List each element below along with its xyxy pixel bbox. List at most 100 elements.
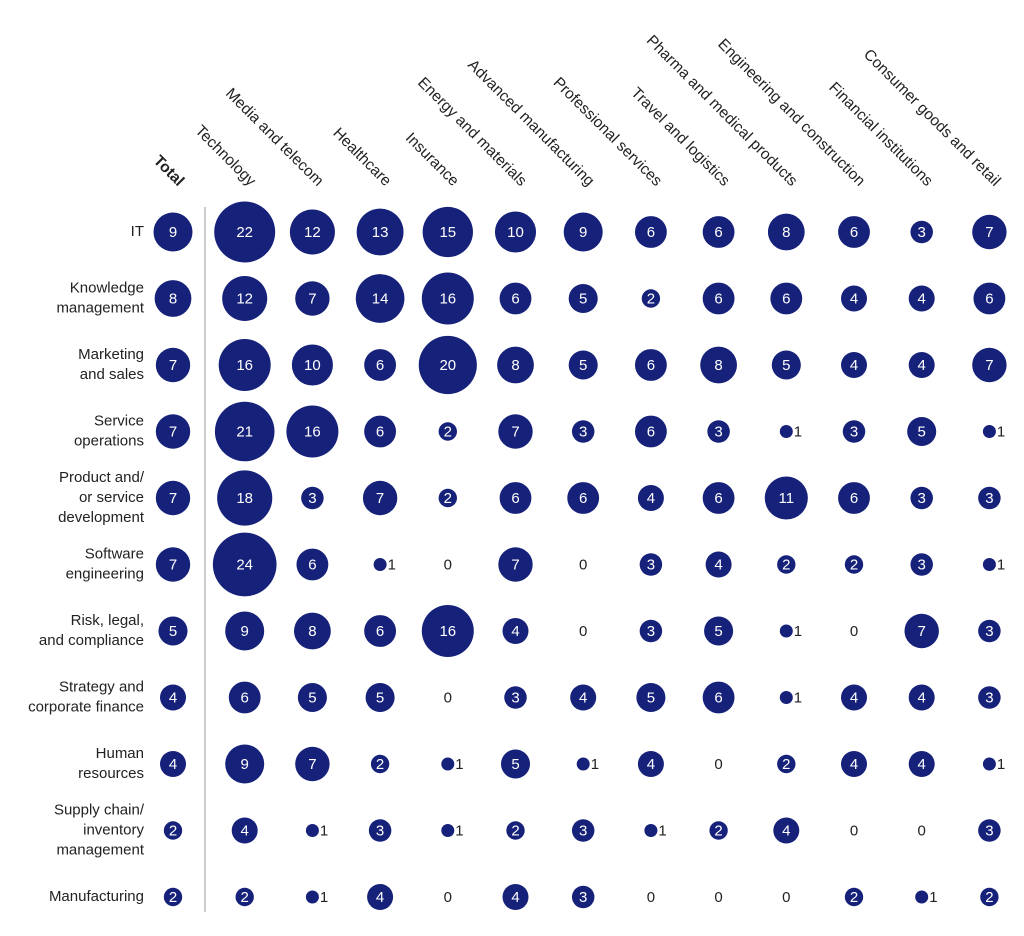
value-label: 4 — [850, 689, 858, 706]
value-label: 0 — [444, 889, 452, 906]
value-label: 1 — [455, 756, 463, 773]
bubble — [907, 416, 937, 447]
bubble — [841, 352, 867, 378]
value-label: 3 — [579, 822, 587, 839]
value-label: 16 — [439, 290, 456, 307]
value-label: 7 — [169, 423, 177, 440]
value-label: 7 — [376, 490, 384, 507]
column-label: Healthcare — [329, 125, 394, 190]
bubble — [154, 280, 192, 317]
value-label: 3 — [376, 822, 384, 839]
bubble — [438, 422, 457, 441]
bubble — [841, 684, 867, 711]
row-label: Human — [96, 745, 144, 762]
column-label: Engineering and construction — [714, 36, 868, 190]
bubble — [908, 684, 935, 711]
bubble — [305, 890, 319, 904]
value-label: 3 — [918, 490, 926, 507]
bubble — [908, 751, 935, 777]
value-label: 4 — [511, 889, 519, 906]
value-label: 6 — [376, 357, 384, 374]
value-label: 10 — [304, 357, 321, 374]
value-label: 4 — [918, 756, 926, 773]
bubble — [571, 819, 595, 842]
row-label: operations — [74, 432, 144, 449]
bubble — [222, 275, 268, 322]
row-label: Service — [94, 412, 144, 429]
value-label: 3 — [850, 423, 858, 440]
value-label: 6 — [714, 490, 722, 507]
value-label: 5 — [579, 290, 587, 307]
bubble — [362, 480, 398, 516]
bubble — [217, 470, 273, 526]
value-label: 4 — [647, 490, 655, 507]
bubble — [153, 212, 193, 252]
bubble — [641, 289, 661, 308]
value-label: 13 — [372, 224, 389, 241]
value-label: 22 — [236, 224, 253, 241]
bubble — [305, 824, 319, 837]
bubble — [773, 817, 800, 844]
value-label: 4 — [241, 822, 249, 839]
row-label: corporate finance — [28, 698, 144, 715]
bubble — [576, 757, 590, 771]
value-label: 3 — [647, 623, 655, 640]
bubble — [231, 817, 258, 844]
bubble — [702, 482, 735, 514]
bubble — [571, 420, 595, 443]
bubble — [982, 425, 996, 438]
bubble — [367, 884, 394, 910]
bubble — [295, 281, 330, 316]
bubble — [709, 821, 728, 840]
value-label: 1 — [320, 889, 328, 906]
value-label: 5 — [169, 623, 177, 640]
value-label: 3 — [511, 689, 519, 706]
value-label: 0 — [579, 623, 587, 640]
value-label: 0 — [714, 889, 722, 906]
bubble — [356, 208, 404, 256]
value-label: 0 — [850, 623, 858, 640]
value-label: 14 — [372, 290, 389, 307]
bubble — [908, 285, 935, 312]
bubble — [364, 415, 397, 448]
bubble — [838, 216, 870, 248]
value-label: 3 — [579, 423, 587, 440]
value-label: 5 — [308, 689, 316, 706]
bubble — [504, 686, 527, 709]
row-label: Manufacturing — [49, 888, 144, 905]
value-label: 16 — [304, 423, 321, 440]
bubble — [421, 272, 474, 325]
value-label: 6 — [376, 623, 384, 640]
value-label: 6 — [714, 290, 722, 307]
row-label: or service — [79, 489, 144, 506]
value-label: 11 — [779, 490, 795, 507]
bubble — [155, 347, 191, 383]
value-label: 8 — [511, 357, 519, 374]
bubble — [637, 751, 664, 777]
bubble — [838, 482, 870, 514]
bubble — [705, 551, 732, 578]
value-label: 0 — [647, 889, 655, 906]
bubble — [767, 213, 805, 251]
column-label: Consumer goods and retail — [860, 46, 1004, 190]
value-label: 2 — [169, 889, 177, 906]
value-label: 0 — [444, 689, 452, 706]
bubble — [289, 209, 335, 255]
value-label: 12 — [236, 290, 253, 307]
value-label: 20 — [439, 357, 456, 374]
value-label: 10 — [507, 224, 524, 241]
value-label: 3 — [579, 889, 587, 906]
bubble — [155, 480, 191, 516]
bubble — [296, 548, 329, 581]
value-label: 4 — [169, 689, 177, 706]
value-label: 8 — [782, 224, 790, 241]
row-label: resources — [78, 765, 144, 782]
bubble — [163, 887, 183, 907]
row-label: Knowledge — [70, 279, 144, 296]
bubble — [497, 346, 534, 384]
value-label: 6 — [511, 490, 519, 507]
value-label: 4 — [647, 756, 655, 773]
value-label: 4 — [714, 556, 722, 573]
value-label: 4 — [850, 290, 858, 307]
